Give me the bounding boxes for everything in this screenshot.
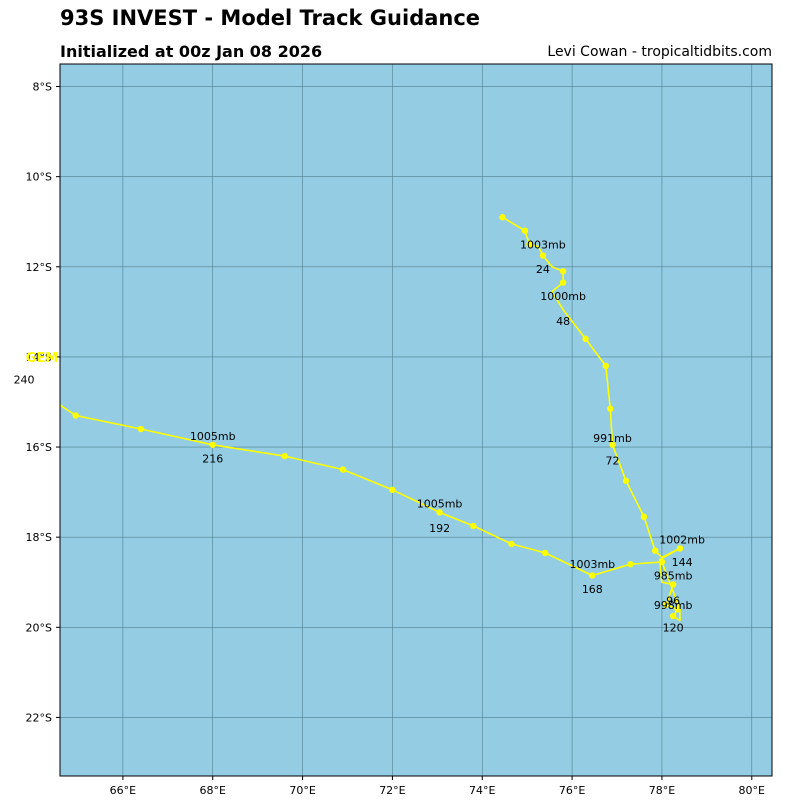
track-annotation: 168 [582, 583, 603, 596]
track-point [508, 540, 515, 548]
track-annotation: 72 [606, 455, 620, 468]
track-point [559, 279, 567, 286]
track-annotation: 985mb [654, 569, 693, 582]
model-end-hour-label: 240 [14, 373, 35, 386]
track-annotation: 144 [672, 556, 693, 569]
plot-frame [59, 63, 773, 777]
model-name-label: GEM [26, 351, 59, 366]
track-point [521, 227, 529, 234]
chart-title: 93S INVEST - Model Track Guidance [60, 6, 481, 30]
track-point [669, 612, 677, 620]
x-tick-label: 72°E [379, 784, 405, 797]
x-tick-label: 80°E [739, 784, 765, 797]
model-track [60, 214, 684, 622]
track-annotation: 1002mb [659, 533, 705, 546]
track-point [499, 214, 506, 221]
track-annotation: 216 [202, 452, 223, 465]
track-point [669, 581, 677, 588]
track-annotation: 1003mb [520, 238, 566, 251]
track-point [652, 547, 659, 554]
track-point [676, 545, 684, 552]
track-point [339, 466, 347, 473]
track-annotation: 48 [556, 315, 570, 328]
y-tick-label: 8°S [33, 81, 52, 94]
track-point [281, 452, 288, 460]
x-tick-label: 74°E [469, 784, 495, 797]
track-annotation: 96 [666, 594, 680, 607]
x-tick-label: 78°E [649, 784, 675, 797]
track-point [559, 268, 567, 275]
x-tick-label: 66°E [110, 784, 136, 797]
track-annotation: 1003mb [569, 558, 615, 571]
track-point [539, 252, 547, 259]
x-tick-label: 76°E [559, 784, 585, 797]
track-line [60, 216, 681, 622]
track-point [436, 509, 443, 516]
y-tick-label: 18°S [26, 531, 52, 544]
y-tick-label: 22°S [26, 711, 52, 724]
track-point [658, 558, 666, 566]
y-tick-label: 14°S [26, 351, 52, 364]
track-annotation: 24 [536, 263, 550, 276]
track-point [541, 549, 549, 557]
track-point [627, 561, 634, 568]
track-point [209, 441, 216, 448]
track-point [470, 522, 477, 530]
track-annotation: 120 [663, 621, 684, 634]
track-annotation: 1005mb [190, 430, 236, 443]
y-tick-label: 12°S [26, 261, 52, 274]
y-tick-label: 16°S [26, 441, 52, 454]
track-point [389, 486, 396, 494]
track-annotation: 991mb [593, 432, 632, 445]
chart-subtitle: Initialized at 00z Jan 08 2026 [60, 42, 323, 61]
track-point [622, 477, 630, 485]
track-point [674, 606, 681, 613]
track-annotation: 192 [429, 522, 450, 535]
axis-ticks: 66°E 68°E 70°E 72°E 74°E 76°E 78°E 80°E 8°S 10°S 1… [26, 81, 766, 797]
grid-lines [60, 64, 772, 776]
track-annotation: 1000mb [540, 290, 586, 303]
x-tick-label: 68°E [200, 784, 226, 797]
chart-credit: Levi Cowan - tropicaltidbits.com [547, 44, 772, 60]
track-point [607, 405, 614, 412]
x-tick-label: 70°E [289, 784, 315, 797]
track-point [609, 441, 616, 448]
y-tick-label: 20°S [26, 621, 52, 634]
track-point [663, 601, 670, 608]
track-annotation: 998mb [654, 599, 693, 612]
track-point [137, 425, 145, 433]
track-point [72, 412, 79, 419]
track-point [640, 513, 648, 521]
track-point [582, 335, 589, 343]
track-point [602, 362, 609, 370]
track-point [526, 241, 533, 248]
y-tick-label: 10°S [26, 171, 52, 184]
track-point [589, 572, 596, 579]
model-label-group: GEM 240 [14, 351, 59, 387]
track-annotation: 1005mb [417, 497, 463, 510]
ocean-background [60, 64, 772, 776]
